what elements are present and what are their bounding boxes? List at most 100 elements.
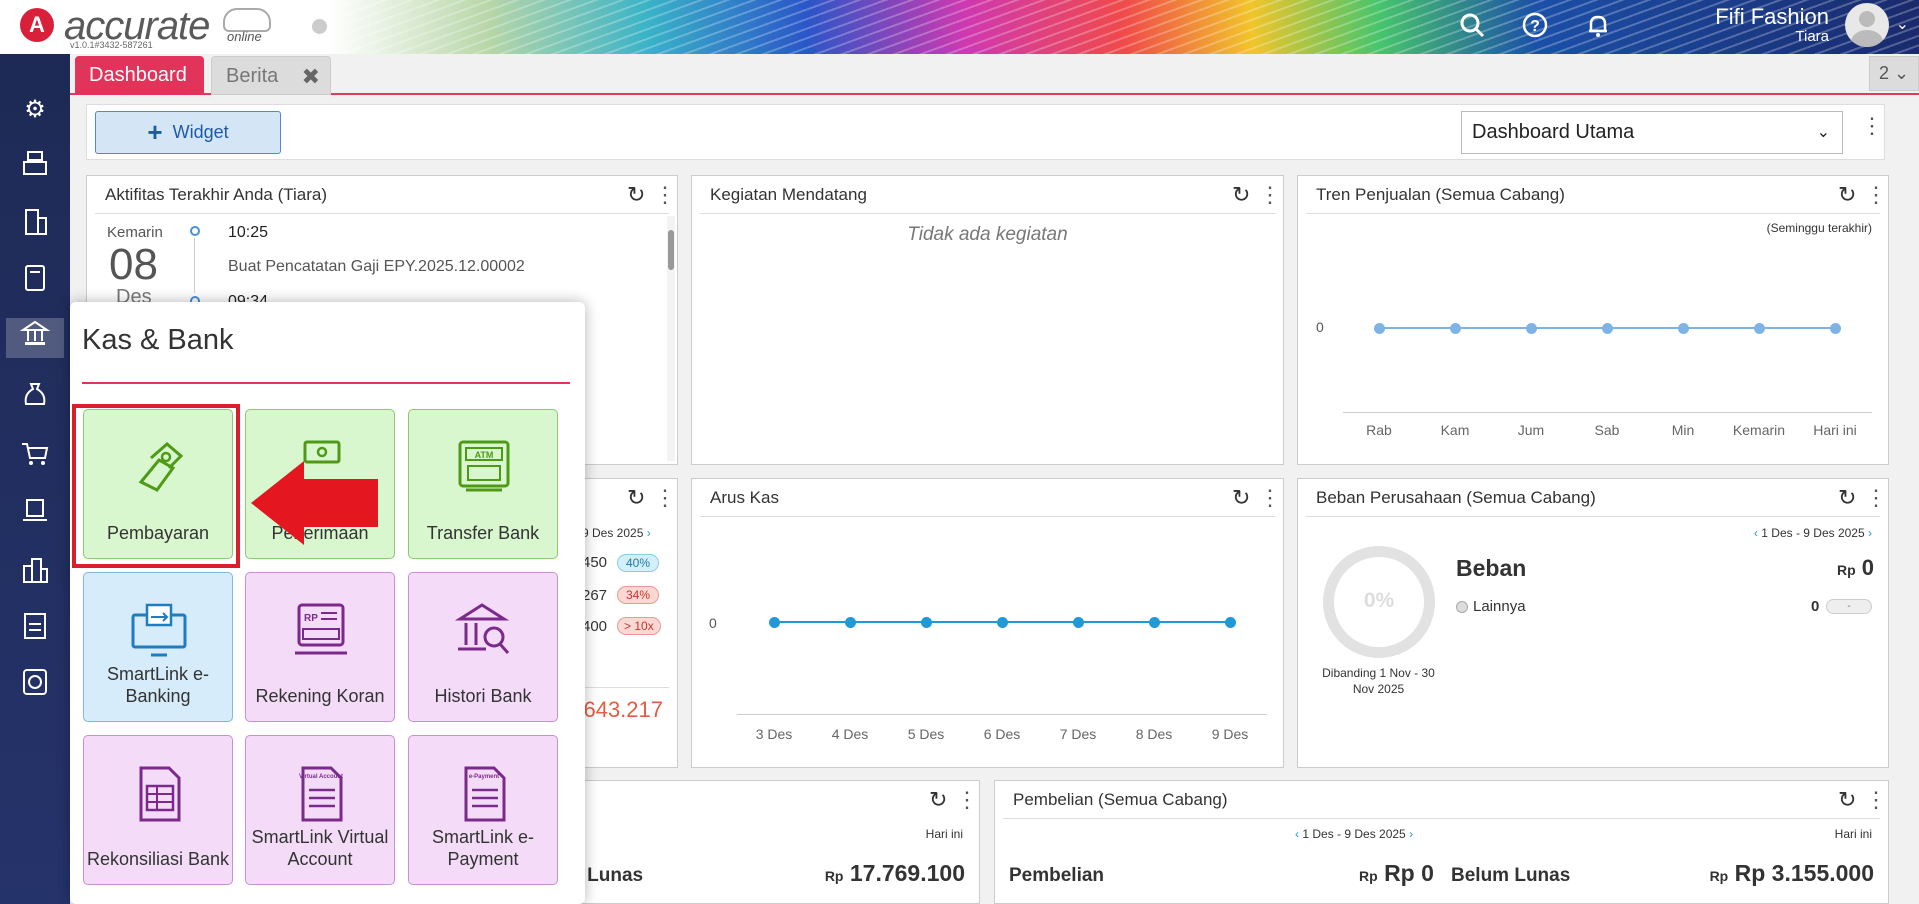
chevron-left-icon[interactable]: ‹ [1295,827,1299,841]
refresh-icon[interactable]: ↻ [929,787,948,812]
status-badge: 40% [617,554,660,572]
more-icon[interactable]: ⋮ [1865,485,1887,510]
more-icon[interactable]: ⋮ [1865,182,1887,207]
activity-desc[interactable]: Buat Pencatatan Gaji EPY.2025.12.00002 [228,258,525,275]
icon-text: e-Payment [469,774,499,780]
report-icon[interactable] [15,666,55,706]
bank-history-icon [454,603,510,654]
chevron-left-icon[interactable]: ‹ [1753,526,1758,540]
date-text: 1 Des - 9 Des 2025 [1302,827,1406,841]
tab-berita[interactable]: Berita ✖ [211,56,331,95]
logo-sub: online [227,29,262,44]
icon-text: Virtual Account [299,774,343,780]
sales-trend-widget: Tren Penjualan (Semua Cabang) ↻ ⋮ (Semin… [1297,175,1889,465]
data-point[interactable] [1374,323,1385,334]
scrollbar-thumb[interactable] [668,230,674,270]
refresh-icon[interactable]: ↻ [1232,182,1251,207]
city-icon[interactable] [15,554,55,594]
legend-dot [1456,601,1468,613]
unpaid-label: Belum Lunas [1451,865,1571,886]
data-point[interactable] [769,617,780,628]
data-point[interactable] [1450,323,1461,334]
tile-pembayaran[interactable]: Pembayaran [83,409,233,559]
menu-title: Kas & Bank [82,324,234,356]
tax-icon[interactable] [15,610,55,650]
data-point[interactable] [1073,617,1084,628]
refresh-icon[interactable]: ↻ [1838,485,1857,510]
amount: Rp 0 [1384,860,1434,886]
more-icon[interactable]: ⋮ [1259,485,1281,510]
row-value: 400 [582,618,608,635]
tab-count-dropdown[interactable]: 2 ⌄ [1869,56,1919,91]
top-bar: A accurate online v1.0.1#3432-587261 ? F… [0,0,1919,54]
tile-smartlink-virtual-account[interactable]: Virtual Account SmartLink Virtual Accoun… [245,735,395,885]
chevron-right-icon[interactable]: › [1868,526,1872,540]
chevron-right-icon[interactable]: › [646,526,651,540]
avatar[interactable] [1845,3,1889,47]
more-icon[interactable]: ⋮ [956,787,978,812]
data-point[interactable] [1225,617,1236,628]
more-icon[interactable]: ⋮ [1865,787,1887,812]
tile-rekonsiliasi-bank[interactable]: Rekonsiliasi Bank [83,735,233,885]
add-widget-button[interactable]: + Widget [95,111,281,154]
x-tick-label: Rab [1366,422,1392,438]
data-point[interactable] [1830,323,1841,334]
activity-day: 08 [109,240,158,289]
widget-title: Pembelian (Semua Cabang) [1013,790,1228,809]
x-tick-label: 4 Des [831,726,869,742]
refresh-icon[interactable]: ↻ [1838,787,1857,812]
logo[interactable]: A accurate online v1.0.1#3432-587261 [18,4,318,50]
tile-smartlink-epayment[interactable]: e-Payment SmartLink e-Payment [408,735,558,885]
cart-icon[interactable] [15,438,55,478]
data-point[interactable] [1678,323,1689,334]
x-tick-label: Sab [1594,422,1620,438]
tab-dashboard[interactable]: Dashboard [75,56,204,95]
bell-icon[interactable] [1583,11,1613,41]
close-icon[interactable]: ✖ [301,64,320,89]
tile-smartlink-ebanking[interactable]: SmartLink e-Banking [83,572,233,722]
purchase-label: Pembelian [1009,865,1105,886]
refresh-icon[interactable]: ↻ [627,485,646,510]
tile-rekening-koran[interactable]: RP Rekening Koran [245,572,395,722]
data-point[interactable] [845,617,856,628]
more-icon[interactable]: ⋮ [654,182,676,207]
refresh-icon[interactable]: ↻ [1232,485,1251,510]
chevron-down-icon[interactable]: ⌄ [1895,16,1909,33]
bank-icon[interactable] [6,318,64,358]
x-tick-label: 8 Des [1135,726,1173,742]
ebanking-icon [131,603,187,657]
refresh-icon[interactable]: ↻ [627,182,646,207]
book-icon[interactable] [15,262,55,302]
chevron-right-icon[interactable]: › [1409,827,1414,841]
period-label: Hari ini [925,827,963,841]
gear-icon[interactable]: ⚙ [24,96,46,123]
atm-icon: ATM [458,440,510,492]
data-point[interactable] [921,617,932,628]
more-icon[interactable]: ⋮ [1861,113,1883,138]
help-icon[interactable]: ? [1520,11,1550,41]
data-point[interactable] [1754,323,1765,334]
data-point[interactable] [997,617,1008,628]
tile-transfer-bank[interactable]: ATM Transfer Bank [408,409,558,559]
widget-title: Aktifitas Terakhir Anda (Tiara) [105,185,328,204]
warehouse-cart-icon[interactable] [15,494,55,534]
user-name[interactable]: Tiara [1795,28,1829,45]
building-icon[interactable] [15,206,55,246]
header-banner [330,0,1919,54]
more-icon[interactable]: ⋮ [1259,182,1281,207]
tile-histori-bank[interactable]: Histori Bank [408,572,558,722]
company-name[interactable]: Fifi Fashion [1715,4,1829,29]
data-point[interactable] [1526,323,1537,334]
refresh-icon[interactable]: ↻ [1838,182,1857,207]
money-bag-icon[interactable] [15,378,55,418]
logo-mark: A [20,8,54,42]
y-tick: 0 [709,615,717,631]
search-icon[interactable] [1457,11,1487,41]
unpaid-value: Rp Rp 3.155.000 [1710,860,1874,887]
scrollbar[interactable] [667,216,675,461]
more-icon[interactable]: ⋮ [654,485,676,510]
dashboard-select[interactable]: Dashboard Utama ⌄ [1461,111,1843,154]
cash-register-icon[interactable] [15,146,55,186]
data-point[interactable] [1602,323,1613,334]
data-point[interactable] [1149,617,1160,628]
